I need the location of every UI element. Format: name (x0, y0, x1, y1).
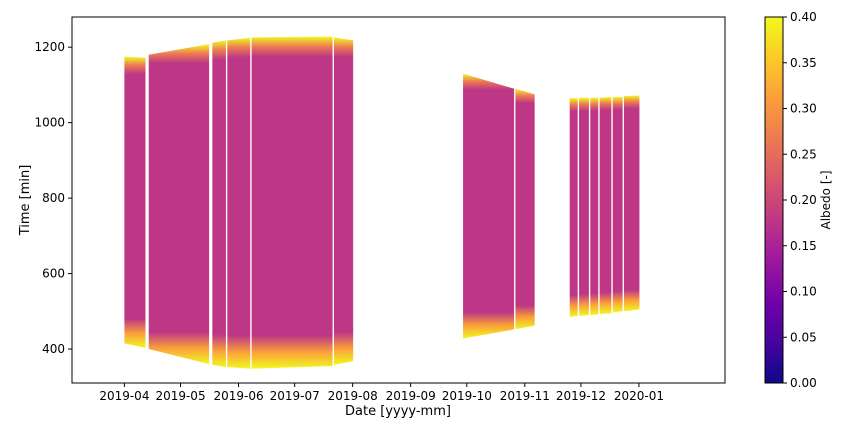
colorbar-tick-label: 0.05 (790, 330, 817, 344)
data-block-14 (623, 95, 640, 312)
colorbar-label: Albedo [-] (819, 170, 833, 229)
data-block-9 (569, 98, 578, 317)
y-tick-label: 600 (42, 267, 65, 281)
data-block-13 (612, 96, 623, 313)
x-tick-label: 2019-07 (270, 389, 320, 403)
x-tick-label: 2019-11 (500, 389, 550, 403)
colorbar-tick-label: 0.25 (790, 147, 817, 161)
y-axis-ticks: 400 600 800 1000 1200 (34, 40, 72, 356)
data-block-3 (212, 40, 226, 368)
colorbar-tick-label: 0.40 (790, 10, 817, 24)
y-axis-label: Time [min] (18, 165, 33, 237)
data-block-10 (579, 97, 589, 316)
data-block-6 (333, 37, 354, 365)
colorbar-tick-label: 0.30 (790, 102, 817, 116)
x-tick-label: 2019-09 (386, 389, 436, 403)
x-tick-label: 2019-04 (99, 389, 149, 403)
x-tick-label: 2019-05 (155, 389, 205, 403)
x-tick-label: 2020-01 (614, 389, 664, 403)
colorbar-ticks: 0.00 0.05 0.10 0.15 0.20 0.25 0.30 0.35 0.40 (783, 10, 817, 390)
x-tick-label: 2019-12 (556, 389, 606, 403)
colorbar-tick-label: 0.00 (790, 376, 817, 390)
data-blocks (124, 36, 640, 369)
data-block-2 (148, 44, 210, 365)
data-block-11 (590, 97, 599, 316)
colorbar-tick-label: 0.10 (790, 285, 817, 299)
x-tick-label: 2019-08 (328, 389, 378, 403)
y-tick-label: 1200 (34, 40, 65, 54)
data-block-12 (599, 96, 612, 314)
data-block-8 (515, 88, 535, 330)
data-block-4 (227, 37, 251, 369)
colorbar-tick-label: 0.20 (790, 193, 817, 207)
data-block-1 (124, 56, 146, 348)
x-tick-label: 2019-10 (442, 389, 492, 403)
plot-frame (71, 16, 726, 384)
x-axis-label: Date [yyyy-mm] (345, 404, 451, 419)
y-tick-label: 400 (42, 342, 65, 356)
data-block-7 (463, 73, 515, 339)
data-block-5 (251, 36, 333, 369)
colorbar-tick-label: 0.15 (790, 239, 817, 253)
y-tick-label: 800 (42, 191, 65, 205)
colorbar (764, 16, 784, 384)
colorbar-tick-label: 0.35 (790, 56, 817, 70)
x-axis-ticks: 2019-04 2019-05 2019-06 2019-07 2019-08 2019-… (99, 383, 664, 403)
y-tick-label: 1000 (34, 116, 65, 130)
x-tick-label: 2019-06 (213, 389, 263, 403)
